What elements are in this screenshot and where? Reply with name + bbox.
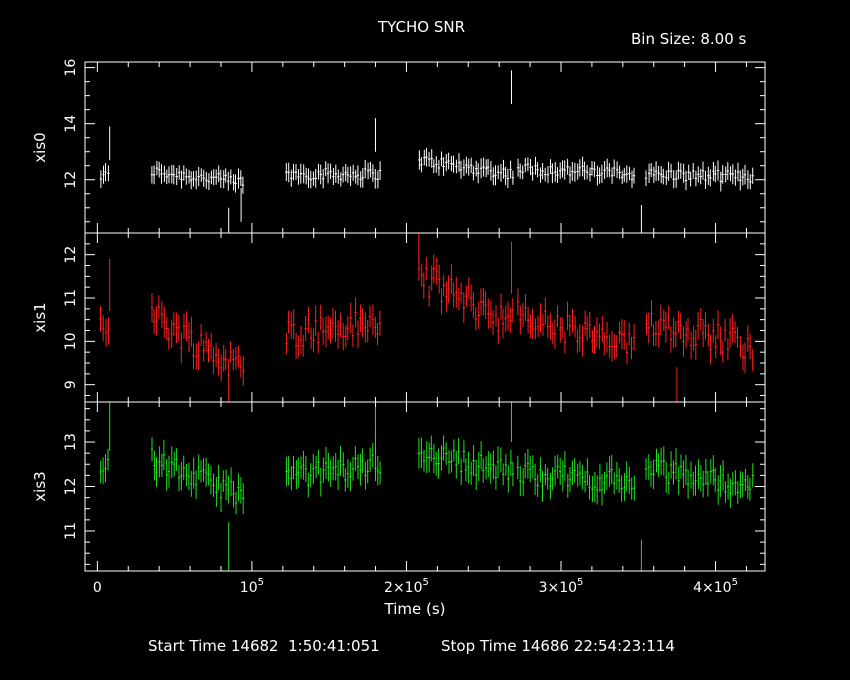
y-tick-label-xis1-1: 10 — [63, 332, 79, 350]
data-points-xis0 — [99, 70, 754, 233]
start-time-label: Start Time 14682 1:50:41:051 — [148, 637, 380, 655]
chart-title: TYCHO SNR — [378, 18, 465, 36]
x-ticks-xis3 — [96, 402, 747, 571]
y-axis-xis3: 11 12 13 — [63, 408, 765, 565]
y-axis-xis0: 12 14 16 — [63, 59, 765, 223]
x-tick-label-0: 0 — [93, 580, 102, 596]
data-points-xis1 — [99, 233, 754, 402]
y-tick-label-xis0-2: 16 — [63, 59, 79, 77]
y-tick-label-xis1-3: 12 — [63, 246, 79, 264]
stop-time-label: Stop Time 14686 22:54:23:114 — [441, 637, 675, 655]
y-tick-label-xis3-0: 11 — [63, 522, 79, 540]
x-tick-label-2: 2×105 — [384, 577, 429, 596]
y-axis-label-xis1: xis1 — [31, 302, 49, 332]
x-axis-label: Time (s) — [384, 600, 446, 618]
panel-xis0: 12 14 16 xis0 — [31, 59, 766, 234]
panel-xis1: 9 10 11 12 xis1 — [31, 232, 766, 403]
x-ticks-xis1 — [96, 233, 747, 402]
data-points-xis3 — [99, 402, 754, 571]
series-xis0 — [99, 70, 754, 233]
bin-size-label: Bin Size: 8.00 s — [631, 30, 747, 48]
x-axis: 0 105 2×105 3×105 4×105 Time (s) — [93, 577, 738, 618]
series-xis1 — [99, 233, 754, 402]
y-tick-label-xis3-1: 12 — [63, 478, 79, 496]
y-tick-label-xis1-2: 11 — [63, 289, 79, 307]
y-tick-label-xis0-0: 12 — [63, 171, 79, 189]
y-tick-label-xis0-1: 14 — [63, 115, 79, 133]
x-tick-label-1: 105 — [240, 577, 264, 596]
panel-frame — [84, 401, 766, 572]
panel-xis3: 11 12 13 xis3 — [31, 401, 766, 572]
x-ticks-xis0 — [96, 62, 747, 233]
y-axis-xis1: 9 10 11 12 — [63, 232, 765, 396]
y-tick-label-xis3-2: 13 — [63, 433, 79, 451]
x-tick-label-3: 3×105 — [539, 577, 584, 596]
panel-frame — [84, 61, 766, 234]
series-xis3 — [99, 402, 754, 571]
x-tick-label-4: 4×105 — [693, 577, 738, 596]
y-axis-label-xis0: xis0 — [31, 132, 49, 162]
y-tick-label-xis1-0: 9 — [63, 380, 79, 389]
y-axis-label-xis3: xis3 — [31, 471, 49, 501]
